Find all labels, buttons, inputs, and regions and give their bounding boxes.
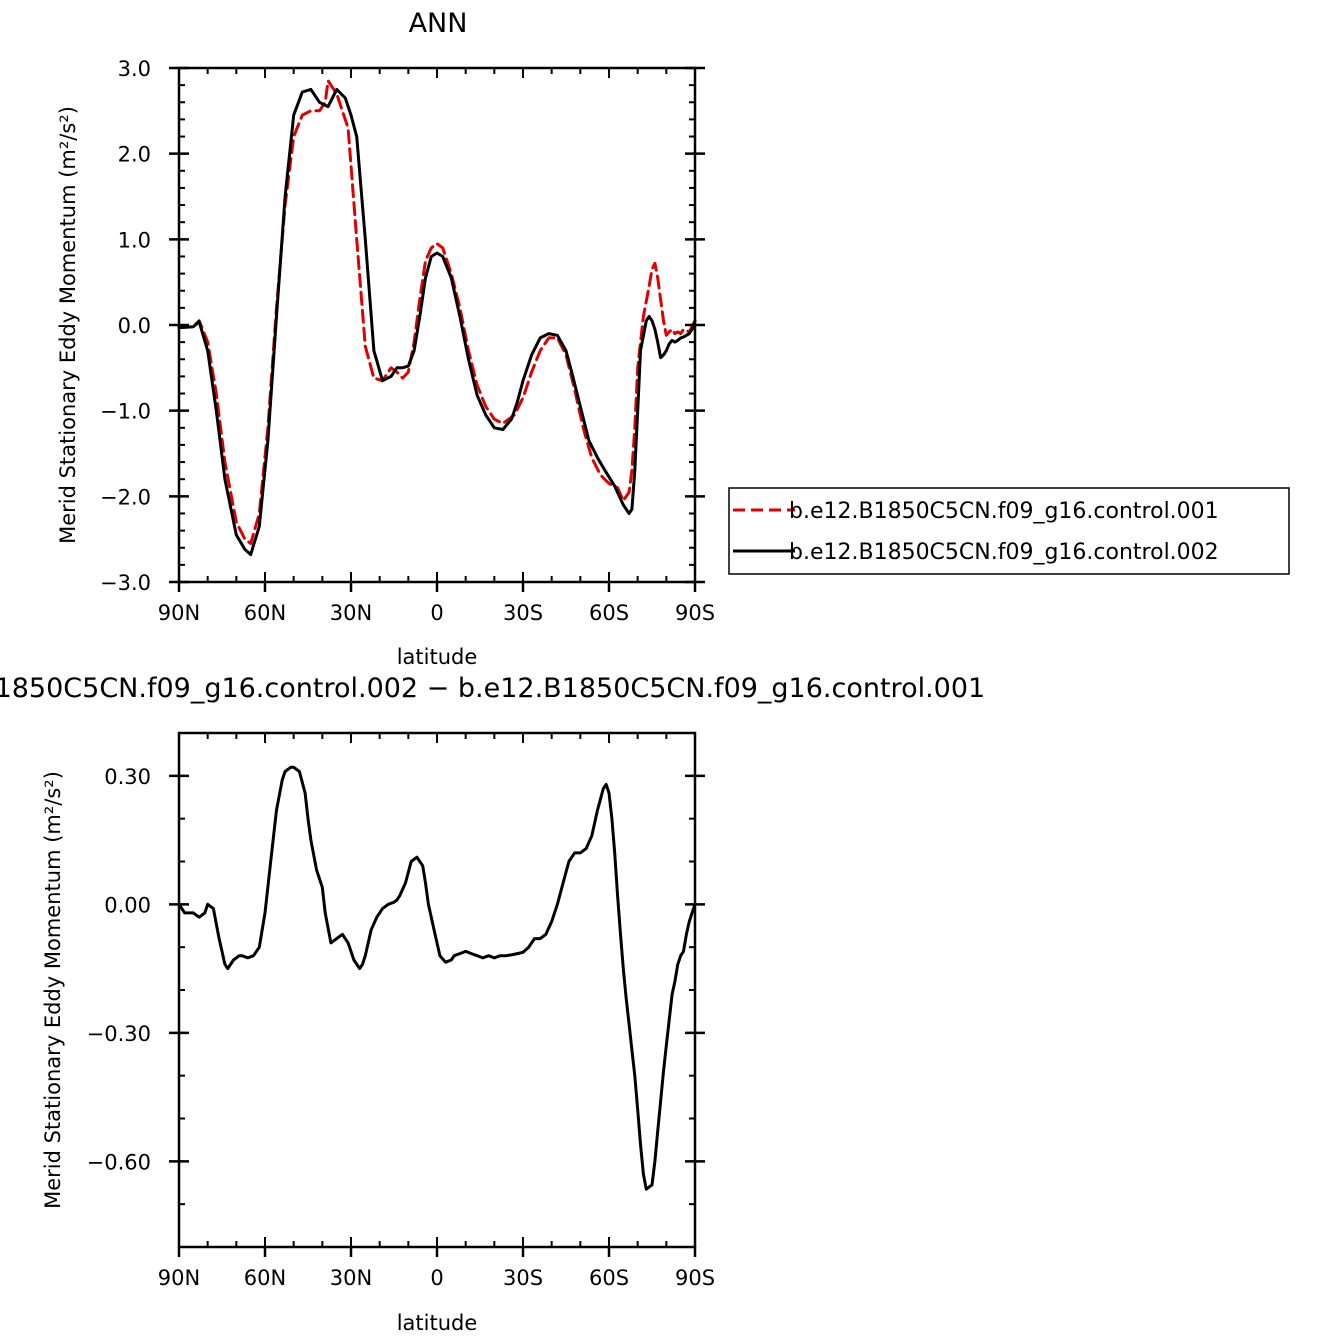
top-chart-title: ANN (409, 8, 468, 39)
bottom-x-axis-label: latitude (397, 1311, 478, 1335)
top-plot-frame (177, 66, 697, 584)
bottom-panel: b.e12.B1850C5CN.f09_g16.control.002 − b.… (0, 673, 985, 1335)
top-series-layer (177, 79, 697, 557)
bottom-x-tick-label: 60S (589, 1266, 629, 1290)
top-ticks-layer: 90N 60N 30N 0 30S 60S 90S 3.0 2.0 1.0 0.0 −1.0 −2.0 −… (100, 57, 715, 625)
bottom-y-tick-label: −0.60 (87, 1150, 151, 1174)
bottom-y-tick-label: 0.00 (104, 893, 151, 917)
legend-label-control-001: b.e12.B1850C5CN.f09_g16.control.001 (789, 499, 1219, 524)
top-x-tick-label: 30N (330, 601, 372, 625)
legend: b.e12.B1850C5CN.f09_g16.control.001 b.e1… (728, 487, 1290, 575)
top-x-axis-label: latitude (397, 645, 478, 669)
top-y-tick-label: 3.0 (118, 57, 151, 81)
top-y-tick-label: 2.0 (118, 143, 151, 167)
top-y-tick-label: 0.0 (118, 314, 151, 338)
top-series-line-1 (177, 79, 697, 545)
bottom-x-tick-label: 90N (158, 1266, 200, 1290)
top-x-tick-label: 30S (503, 601, 543, 625)
top-y-axis-label: Merid Stationary Eddy Momentum (m²/s²) (56, 106, 80, 544)
top-x-tick-label: 0 (430, 601, 443, 625)
top-x-tick-label: 60N (244, 601, 286, 625)
legend-label-control-002: b.e12.B1850C5CN.f09_g16.control.002 (789, 540, 1219, 565)
legend-box (728, 487, 1290, 575)
top-x-tick-label: 60S (589, 601, 629, 625)
top-y-tick-label: −3.0 (100, 571, 151, 595)
bottom-plot-frame (177, 731, 697, 1249)
bottom-y-tick-label: 0.30 (104, 765, 151, 789)
top-y-tick-label: −2.0 (100, 485, 151, 509)
bottom-series-line-1 (177, 765, 697, 1191)
bottom-series-layer (177, 765, 697, 1191)
bottom-y-axis-label: Merid Stationary Eddy Momentum (m²/s²) (41, 771, 65, 1209)
bottom-x-tick-label: 60N (244, 1266, 286, 1290)
top-panel: ANN 90N 60N 30N 0 30S 60S 90S 3.0 2.0 1.0 0.0 −1.0 −… (56, 8, 1290, 669)
bottom-x-tick-label: 0 (430, 1266, 443, 1290)
bottom-y-tick-label: −0.30 (87, 1022, 151, 1046)
top-y-tick-label: −1.0 (100, 400, 151, 424)
top-y-tick-label: 1.0 (118, 228, 151, 252)
bottom-chart-title: b.e12.B1850C5CN.f09_g16.control.002 − b.… (0, 673, 985, 704)
top-series-line-2 (177, 87, 697, 557)
bottom-x-tick-label: 30N (330, 1266, 372, 1290)
bottom-x-tick-label: 30S (503, 1266, 543, 1290)
top-x-tick-label: 90S (675, 601, 715, 625)
bottom-ticks-layer: 90N 60N 30N 0 30S 60S 90S 0.30 0.00 −0.30 −0.60 (87, 732, 715, 1290)
top-x-tick-label: 90N (158, 601, 200, 625)
bottom-x-tick-label: 90S (675, 1266, 715, 1290)
